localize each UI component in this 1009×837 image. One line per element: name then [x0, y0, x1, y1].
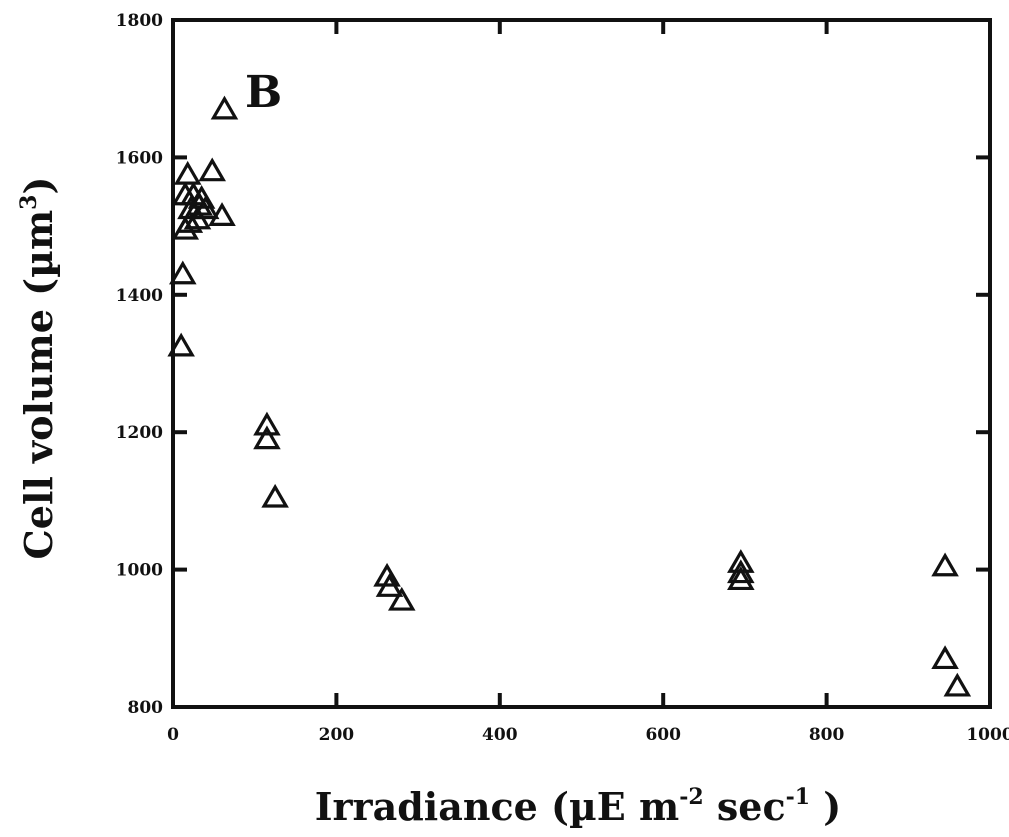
- y-tick-label: 1600: [116, 148, 163, 168]
- data-point-triangle: [167, 332, 195, 357]
- x-tick-label: 600: [645, 725, 681, 745]
- axis-ticks: [171, 18, 992, 709]
- y-tick-label: 1200: [116, 423, 163, 443]
- data-point-triangle: [198, 157, 226, 182]
- y-tick-label: 1000: [116, 561, 163, 581]
- plot-frame: [171, 18, 992, 709]
- data-point-triangle: [943, 672, 972, 697]
- data-point-triangle: [261, 483, 289, 508]
- y-axis-title: Cell volume (µm3): [16, 177, 61, 560]
- data-point-triangle: [727, 559, 755, 584]
- data-point-triangle: [931, 552, 959, 577]
- data-point-triangle: [375, 573, 404, 597]
- y-tick-label: 1800: [116, 11, 163, 31]
- y-tick-label: 1400: [116, 286, 163, 306]
- data-point-triangle: [210, 95, 239, 120]
- data-point-triangle: [373, 562, 401, 587]
- y-tick-label: 800: [128, 698, 164, 718]
- x-axis-title: Irradiance (µE m-2 sec-1 ): [315, 784, 842, 829]
- data-point-triangle: [191, 195, 220, 220]
- data-points: [167, 95, 972, 697]
- x-tick-label: 800: [809, 725, 845, 745]
- data-point-triangle: [173, 160, 202, 185]
- x-tick-label: 1000: [966, 725, 1009, 745]
- axis-tick-labels: 0 200 400 600 800 1000 800 1000 1200 1400 1600 1800: [116, 11, 1009, 745]
- data-point-triangle: [253, 425, 281, 450]
- data-point-triangle: [169, 260, 197, 285]
- data-point-triangle: [931, 645, 959, 670]
- data-point-triangle: [208, 202, 236, 226]
- x-tick-label: 0: [167, 725, 179, 745]
- panel-label: B: [245, 67, 282, 118]
- data-point-triangle: [727, 566, 755, 591]
- data-point-triangle: [387, 586, 416, 611]
- x-tick-label: 200: [319, 725, 355, 745]
- x-tick-label: 400: [482, 725, 518, 745]
- data-point-triangle: [253, 411, 281, 436]
- data-point-triangle: [175, 209, 204, 233]
